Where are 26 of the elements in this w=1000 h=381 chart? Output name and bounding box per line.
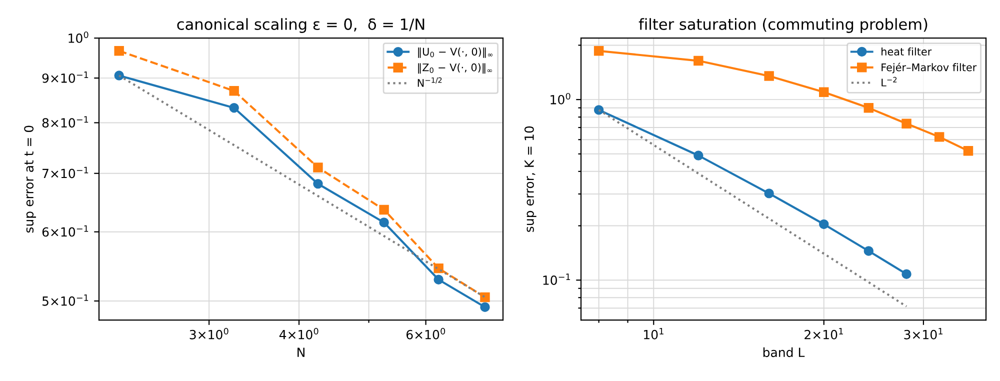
legend-label: ‖Z$_{0}$ − V(·, 0)‖$_{∞}$ <box>418 63 492 74</box>
x-tick-label: 10$^{1}$ <box>644 328 664 340</box>
x-axis-title: N <box>298 348 304 357</box>
x-tick-label: 4×10$^{0}$ <box>279 328 318 340</box>
x-tick-label: 3×10$^{0}$ <box>190 328 228 340</box>
y-tick-label: 8×10$^{−1}$ <box>42 116 88 128</box>
y-tick-label: 10$^{0}$ <box>550 92 570 104</box>
legend-label: Fejér–Markov filter <box>882 62 977 74</box>
legend-label: L$^{−2}$ <box>882 76 897 86</box>
chart-title: canonical scaling ε = 0, δ = 1/N <box>177 18 424 33</box>
y-tick-label: 5×10$^{−1}$ <box>42 294 88 306</box>
legend-label: N$^{−1/2}$ <box>418 77 442 87</box>
x-tick-label: 2×10$^{1}$ <box>804 328 843 340</box>
x-tick-label: 6×10$^{0}$ <box>406 328 446 340</box>
y-tick-label: 10$^{0}$ <box>68 31 88 43</box>
y-tick-label: 9×10$^{−1}$ <box>42 72 88 83</box>
y-tick-label: 7×10$^{−1}$ <box>42 166 88 178</box>
legend-label: ‖U$_{0}$ − V(·, 0)‖$_{∞}$ <box>418 47 492 58</box>
y-tick-label: 6×10$^{−1}$ <box>42 225 88 237</box>
x-axis-title: band L <box>763 347 805 358</box>
y-tick-label: 10$^{−1}$ <box>543 274 570 285</box>
y-axis-title: sup error, K = 10 <box>524 126 536 232</box>
legend-label: heat filter <box>882 47 932 56</box>
x-tick-label: 3×10$^{1}$ <box>904 328 942 340</box>
y-axis-title: sup error at t = 0 <box>24 126 36 233</box>
chart-title: filter saturation (commuting problem) <box>638 18 928 33</box>
